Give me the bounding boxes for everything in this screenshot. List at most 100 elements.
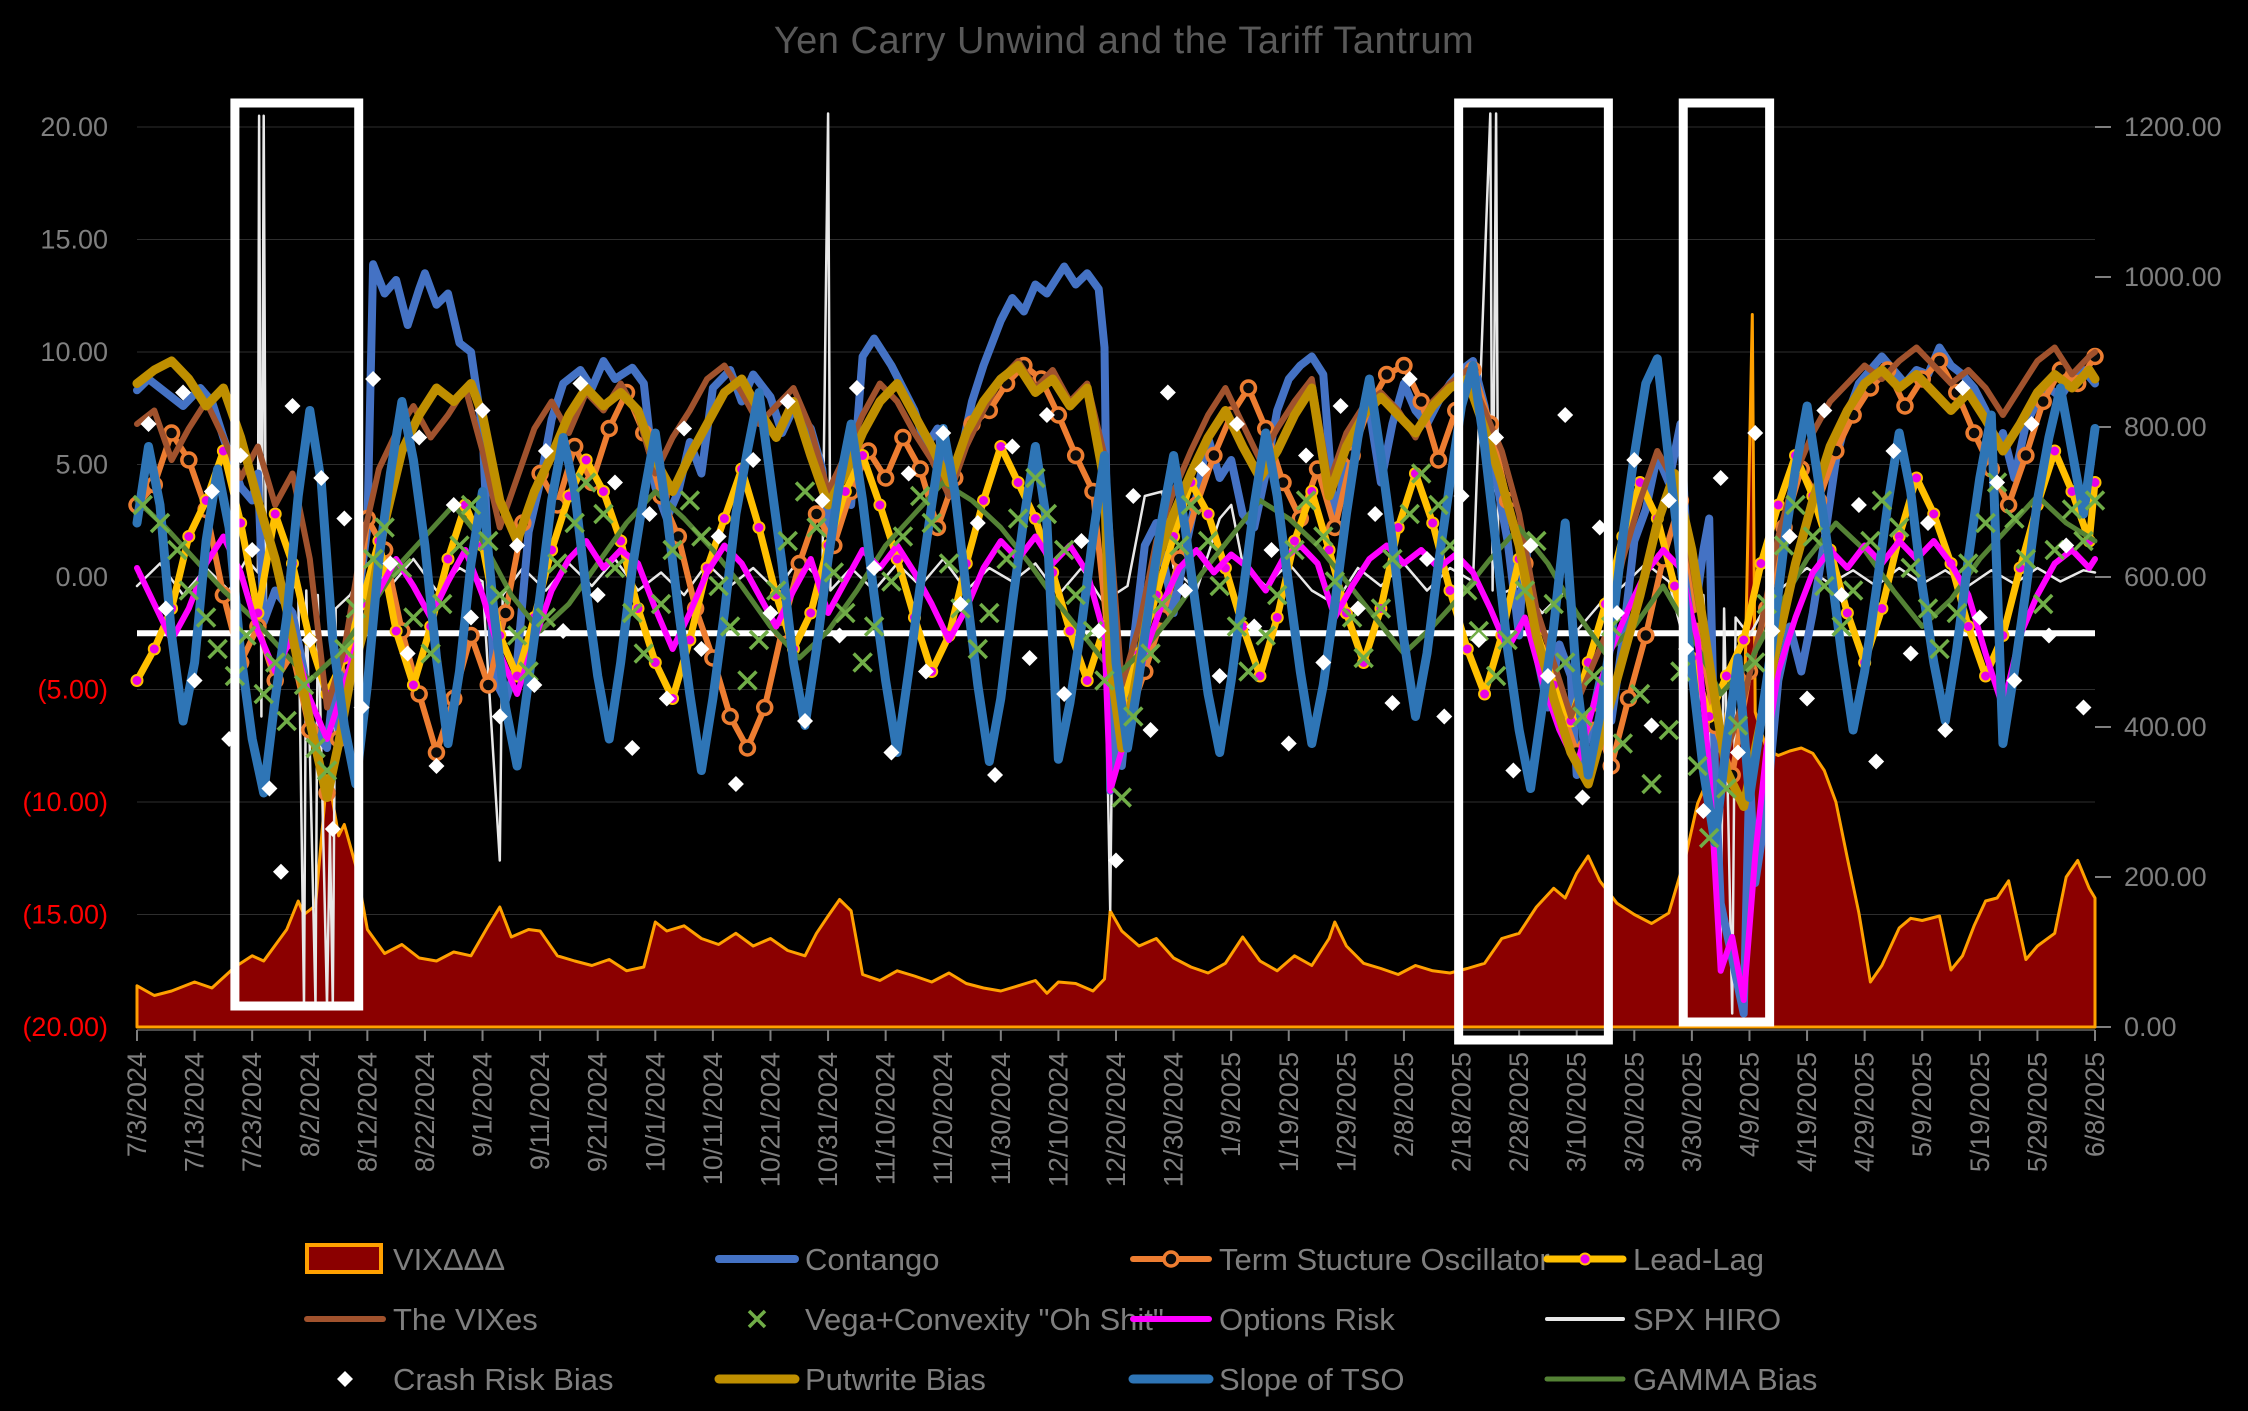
x-tick-label: 1/29/2025 [1331,1052,1361,1172]
crash-risk-bias-marker [1125,488,1142,504]
term-structure-oscillator-marker [1205,446,1223,465]
lead-lag-marker [441,552,455,566]
crash-risk-bias-marker [175,384,192,401]
vega-convexity-marker [1468,620,1490,642]
vega-convexity-marker [1094,670,1115,691]
vega-convexity-marker [1814,575,1835,597]
highlight-box-3 [1678,98,1775,1027]
term-structure-oscillator-marker [1965,424,1983,442]
crash-risk-bias-marker [186,672,203,689]
crash-risk-bias-marker [693,641,710,657]
crash-risk-bias-marker [365,371,382,387]
vega-convexity-marker [535,607,557,628]
vega-convexity-marker [460,494,482,516]
vega-convexity-marker [622,602,643,624]
crash-risk-bias-marker [745,452,762,468]
crash-risk-bias-marker [624,740,641,756]
x-tick-label: 4/19/2025 [1792,1052,1822,1172]
crash-risk-bias-marker [2040,627,2057,644]
y-right-tick-label: 800.00 [2124,412,2207,442]
vega-convexity-marker [431,593,453,615]
vega-convexity-marker [564,512,585,534]
lead-lag-marker [268,507,282,521]
crash-risk-bias-marker [1418,551,1435,567]
vega-convexity-marker [691,526,712,547]
vega-convexity-marker [835,602,856,624]
legend-label-vega-convexity: Vega+Convexity "Oh Shit" [805,1302,1164,1337]
highlight-box-1 [230,98,364,1011]
vega-convexity-marker [1583,665,1605,687]
crash-risk-bias-marker [848,380,865,396]
term-structure-oscillator-marker [1412,392,1430,411]
crash-risk-bias-marker [987,767,1004,783]
lead-lag-marker [147,642,161,656]
x-tick-label: 3/30/2025 [1677,1052,1707,1172]
crash-risk-bias-marker [284,398,301,414]
x-tick-label: 12/20/2024 [1101,1052,1131,1187]
lead-lag-marker [182,530,196,543]
vega-convexity-marker [362,548,384,570]
vega-convexity-marker [2032,593,2054,615]
lead-lag-marker [1754,557,1768,570]
crash-risk-bias-marker [2006,672,2023,689]
lead-lag-marker [873,498,887,512]
vega-convexity-marker [1399,503,1420,525]
y-left-tick-label: 20.00 [40,112,108,142]
crash-risk-bias-marker [1816,402,1833,419]
term-structure-oscillator-marker [427,743,446,762]
x-tick-label: 9/21/2024 [583,1052,613,1172]
term-structure-oscillator-marker [1066,446,1085,465]
legend-item-spx-hiro: SPX HIRO [1545,1302,1781,1337]
vega-convexity-marker [1946,602,1968,624]
crash-risk-bias-marker [157,600,174,617]
vega-convexity-marker [1612,733,1634,754]
chart-title: Yen Carry Unwind and the Tariff Tantrum [773,20,1475,62]
vega-convexity-marker [1197,530,1219,552]
vega-convexity-marker [1140,643,1161,664]
vega-convexity-marker [604,557,626,579]
crash-risk-bias-marker [1263,542,1280,558]
x-tick-label: 2/18/2025 [1447,1052,1477,1172]
vega-convexity-marker [1151,593,1173,615]
vega-convexity-marker [1514,580,1536,601]
crash-risk-bias-marker [1954,380,1971,396]
crash-risk-bias-marker [1609,605,1626,621]
x-tick-label: 12/30/2024 [1159,1052,1189,1187]
vega-convexity-marker [1543,593,1564,615]
vega-convexity-marker [1658,719,1680,741]
legend-label-spx-hiro: SPX HIRO [1633,1302,1781,1337]
vega-convexity-marker [1871,490,1893,511]
x-tick-label: 7/13/2024 [180,1052,210,1172]
vega-convexity-marker [852,652,873,673]
vega-convexity-marker [1025,467,1046,489]
vega-convexity-marker [449,535,470,556]
crash-risk-bias-marker [1557,407,1574,423]
crash-risk-bias-marker [272,863,289,880]
crash-risk-bias-marker [658,690,675,707]
y-left-tick-label: (15.00) [22,900,108,930]
vega-convexity-marker [1284,539,1305,561]
lead-lag-marker [1771,498,1785,512]
x-tick-label: 5/9/2025 [1907,1052,1937,1157]
x-tick-label: 1/9/2025 [1216,1052,1246,1157]
y-left-tick-label: 15.00 [40,225,108,255]
term-structure-oscillator-marker [894,428,912,447]
crash-risk-bias-marker [1626,452,1643,468]
crash-risk-bias-marker [676,420,693,437]
vega-convexity-marker [967,638,989,660]
lead-lag-marker [1201,507,1215,521]
crash-risk-bias-marker [1660,492,1677,509]
term-structure-oscillator-marker [496,604,515,622]
term-structure-oscillator-marker [807,505,826,523]
vega-convexity-marker [892,526,914,547]
crash-risk-bias-marker [1159,384,1176,401]
vega-convexity-marker [1572,706,1593,727]
y-right-tick-label: 400.00 [2124,712,2207,742]
crash-risk-bias-marker [1436,708,1453,725]
crash-risk-bias-marker [526,677,543,693]
x-tick-label: 11/10/2024 [871,1052,901,1185]
crash-risk-bias-marker [762,605,779,621]
vega-convexity-marker [777,530,798,552]
term-structure-oscillator-marker [721,707,739,726]
lead-lag-marker [1063,624,1077,638]
